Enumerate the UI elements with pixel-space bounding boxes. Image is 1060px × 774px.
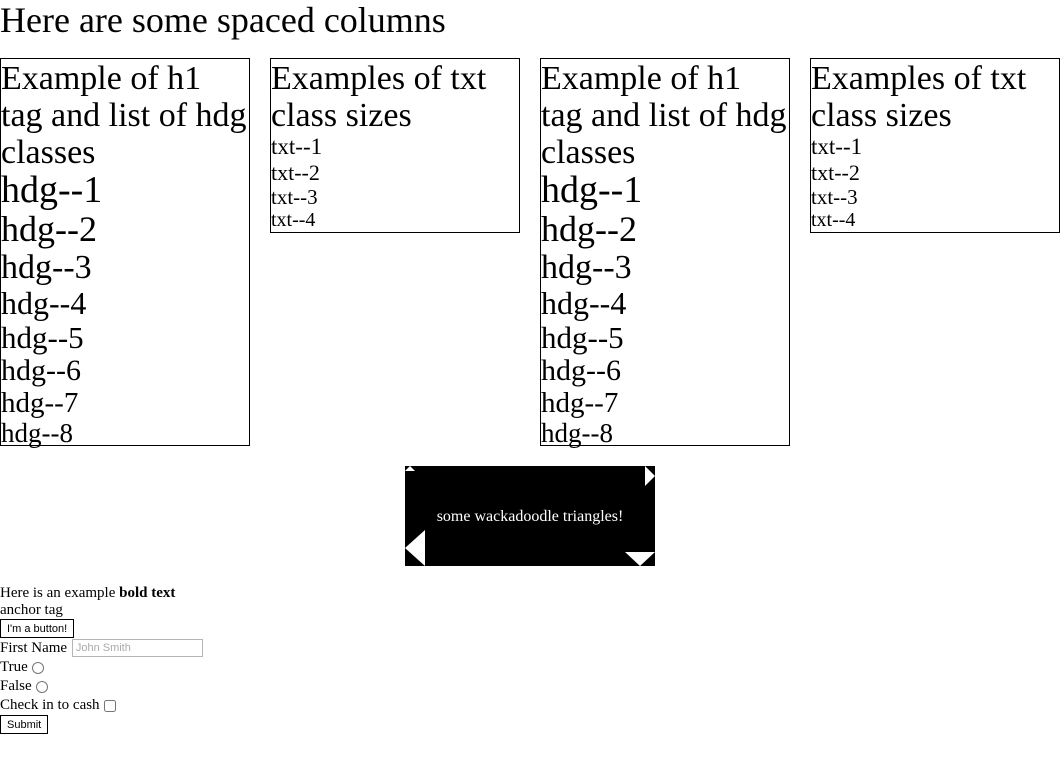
- form-area: Here is an example bold text anchor tag …: [0, 585, 400, 735]
- example-text: Here is an example: [0, 585, 120, 601]
- true-label: True: [0, 659, 28, 675]
- list-item: txt--3: [811, 185, 858, 209]
- submit-row: Submit: [0, 715, 400, 735]
- list-item: txt--4: [811, 209, 856, 231]
- first-name-input[interactable]: [71, 639, 203, 657]
- column-txt-1: Examples of txt class sizes txt--1 txt--…: [270, 58, 520, 233]
- list-item: hdg--5: [1, 320, 84, 355]
- column-heading: Example of h1 tag and list of hdg classe…: [541, 60, 787, 171]
- bold-text: bold text: [119, 585, 176, 601]
- list-item: hdg--8: [1, 418, 73, 448]
- column-txt-2: Examples of txt class sizes txt--1 txt--…: [810, 58, 1060, 233]
- column-heading: Examples of txt class sizes: [271, 60, 487, 134]
- first-name-label: First Name: [0, 640, 68, 656]
- list-item: hdg--6: [541, 354, 621, 387]
- first-name-row: First Name: [0, 639, 400, 658]
- example-text-row: Here is an example bold text: [0, 585, 400, 602]
- list-item: hdg--7: [541, 387, 619, 419]
- true-radio[interactable]: [31, 661, 44, 674]
- triangle-left-icon: [405, 530, 425, 566]
- triangle-caption: some wackadoodle triangles!: [436, 508, 624, 525]
- false-row: False: [0, 677, 400, 696]
- submit-button[interactable]: Submit: [0, 715, 49, 734]
- button-row: I'm a button!: [0, 619, 400, 639]
- list-item: hdg--3: [1, 249, 92, 286]
- list-item: txt--1: [271, 134, 323, 159]
- list-item: txt--3: [271, 185, 318, 209]
- false-label: False: [0, 678, 32, 694]
- list-item: hdg--6: [1, 354, 81, 387]
- list-item: hdg--4: [541, 285, 627, 321]
- list-item: hdg--7: [1, 387, 79, 419]
- check-in-checkbox[interactable]: [103, 699, 116, 712]
- list-item: hdg--4: [1, 285, 87, 321]
- false-radio[interactable]: [35, 680, 48, 693]
- list-item: hdg--1: [1, 169, 103, 211]
- list-item: hdg--2: [541, 209, 637, 249]
- triangle-up-icon: [405, 466, 415, 471]
- triangle-box: some wackadoodle triangles!: [405, 466, 655, 566]
- txt-list: txt--1 txt--2 txt--3 txt--4: [271, 134, 519, 231]
- column-hdg-2: Example of h1 tag and list of hdg classe…: [540, 58, 790, 448]
- hdg-list: hdg--1 hdg--2 hdg--3 hdg--4 hdg--5 hdg--…: [1, 169, 249, 448]
- list-item: txt--4: [271, 209, 316, 231]
- example-button[interactable]: I'm a button!: [0, 619, 75, 638]
- true-row: True: [0, 658, 400, 677]
- list-item: hdg--8: [541, 418, 613, 448]
- triangle-down-icon: [625, 552, 655, 566]
- list-item: hdg--1: [541, 169, 643, 211]
- column-hdg-1: Example of h1 tag and list of hdg classe…: [0, 58, 250, 448]
- list-item: txt--1: [811, 134, 863, 159]
- checkbox-label: Check in to cash: [0, 697, 100, 713]
- list-item: hdg--3: [541, 249, 632, 286]
- txt-list: txt--1 txt--2 txt--3 txt--4: [811, 134, 1059, 231]
- list-item: txt--2: [271, 160, 320, 185]
- column-heading: Examples of txt class sizes: [811, 60, 1027, 134]
- checkbox-row: Check in to cash: [0, 696, 400, 715]
- page-title: Here are some spaced columns: [0, 0, 446, 40]
- list-item: txt--2: [811, 160, 860, 185]
- column-heading: Example of h1 tag and list of hdg classe…: [1, 60, 247, 171]
- hdg-list: hdg--1 hdg--2 hdg--3 hdg--4 hdg--5 hdg--…: [541, 169, 789, 448]
- list-item: hdg--5: [541, 320, 624, 355]
- anchor-row: anchor tag: [0, 602, 400, 619]
- triangle-right-icon: [645, 466, 655, 486]
- list-item: hdg--2: [1, 209, 97, 249]
- anchor-link[interactable]: anchor tag: [0, 602, 63, 618]
